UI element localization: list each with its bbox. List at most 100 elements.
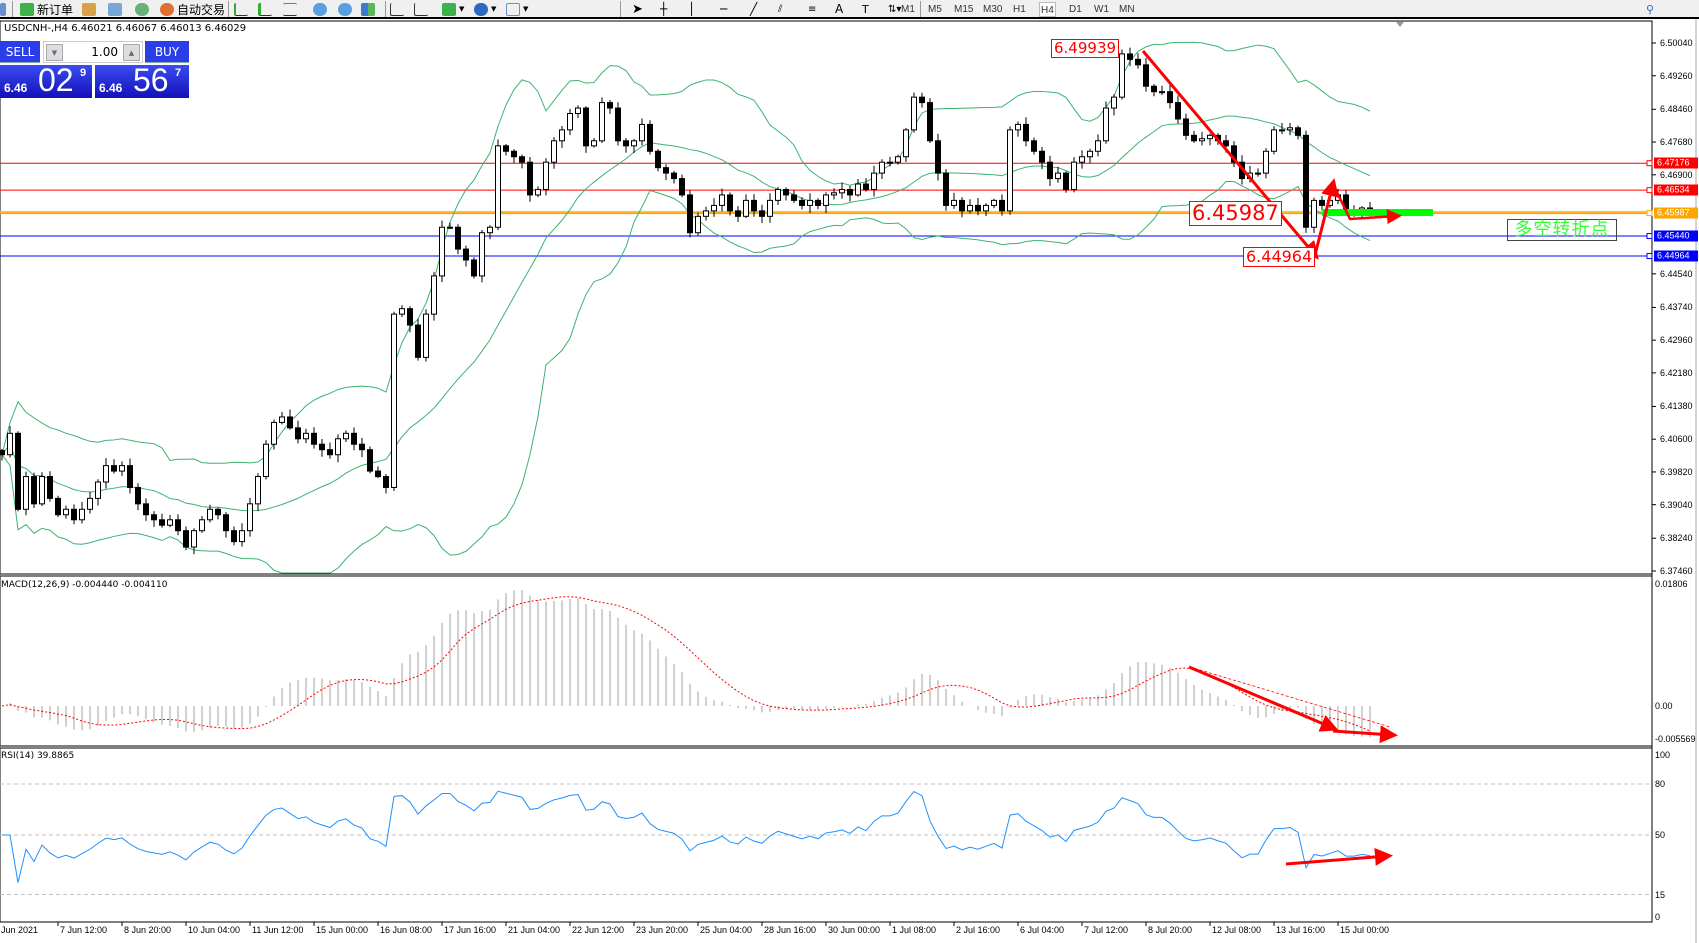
candle[interactable]: [407, 306, 413, 333]
pivot-zone-bar[interactable]: [1322, 209, 1433, 216]
candle[interactable]: [183, 526, 189, 551]
candle[interactable]: [1063, 171, 1069, 193]
candle[interactable]: [1295, 125, 1301, 140]
candle[interactable]: [119, 461, 125, 476]
periods-icon[interactable]: ▼: [474, 1, 496, 17]
candle[interactable]: [775, 186, 781, 205]
lot-decrease-button[interactable]: ▼: [46, 44, 63, 61]
candle[interactable]: [1239, 155, 1245, 185]
candle[interactable]: [855, 178, 861, 197]
arrows-icon[interactable]: ⇅▾: [888, 3, 902, 15]
candle[interactable]: [943, 169, 949, 211]
candle[interactable]: [551, 137, 557, 169]
candle[interactable]: [767, 193, 773, 223]
text-icon[interactable]: A: [835, 2, 844, 16]
candle[interactable]: [631, 138, 637, 154]
candle[interactable]: [559, 126, 565, 148]
candle[interactable]: [63, 505, 69, 519]
candle[interactable]: [1279, 122, 1285, 134]
new-order-button[interactable]: 新订单: [20, 1, 73, 17]
candle[interactable]: [1111, 94, 1117, 116]
candle[interactable]: [1335, 188, 1341, 205]
rebound-arrow[interactable]: [1313, 178, 1339, 256]
candle[interactable]: [1127, 47, 1133, 67]
macd-trendline[interactable]: [1189, 666, 1391, 728]
candle[interactable]: [975, 198, 981, 216]
timeframe-m15[interactable]: M15: [954, 4, 974, 15]
candle[interactable]: [751, 194, 757, 217]
candle[interactable]: [1015, 121, 1021, 137]
candle[interactable]: [287, 409, 293, 430]
candle[interactable]: [271, 419, 277, 450]
candle[interactable]: [87, 491, 93, 514]
auto-trade-button[interactable]: 自动交易: [160, 1, 225, 17]
candle[interactable]: [303, 428, 309, 444]
equidistant-channel-icon[interactable]: ⫽: [778, 3, 783, 15]
candle[interactable]: [663, 164, 669, 181]
candle[interactable]: [679, 174, 685, 198]
candle[interactable]: [1183, 113, 1189, 140]
candle[interactable]: [367, 446, 373, 474]
candle[interactable]: [1207, 133, 1213, 146]
candle[interactable]: [967, 199, 973, 214]
timeframe-m30[interactable]: M30: [983, 4, 1003, 15]
candle[interactable]: [255, 473, 261, 512]
candle[interactable]: [327, 442, 333, 459]
candle[interactable]: [599, 97, 605, 143]
candle[interactable]: [919, 92, 925, 108]
candle[interactable]: [799, 197, 805, 210]
candlestick-icon[interactable]: [258, 1, 272, 17]
candle[interactable]: [519, 154, 525, 169]
candle[interactable]: [999, 194, 1005, 216]
candle[interactable]: [1071, 157, 1077, 193]
candle[interactable]: [823, 192, 829, 213]
pivot-text-label[interactable]: 多空转折点: [1507, 219, 1617, 241]
text-label-icon[interactable]: T: [862, 2, 869, 16]
candle[interactable]: [15, 431, 21, 512]
candle[interactable]: [1263, 148, 1269, 179]
candle[interactable]: [71, 504, 77, 525]
rsi-up-arrow[interactable]: [1285, 847, 1393, 866]
candle[interactable]: [95, 479, 101, 506]
candle[interactable]: [567, 108, 573, 136]
candle[interactable]: [47, 471, 53, 502]
candle[interactable]: [479, 230, 485, 283]
candle[interactable]: [0, 448, 5, 461]
candle[interactable]: [839, 182, 845, 199]
candle[interactable]: [807, 193, 813, 213]
line-chart-icon[interactable]: [283, 1, 297, 17]
candle[interactable]: [415, 318, 421, 361]
tile-windows-icon[interactable]: [361, 1, 375, 17]
level-handle[interactable]: [1646, 160, 1653, 167]
candle[interactable]: [7, 426, 13, 458]
candle[interactable]: [535, 186, 541, 198]
timeframe-m1[interactable]: M1: [901, 4, 915, 15]
candle[interactable]: [1367, 202, 1373, 217]
trendline-icon[interactable]: ╱: [750, 2, 758, 16]
templates-icon[interactable]: ▼: [506, 1, 528, 17]
candle[interactable]: [1175, 95, 1181, 124]
candle[interactable]: [391, 311, 397, 491]
lot-size-input[interactable]: ▼ 1.00 ▲: [43, 41, 143, 63]
timeframe-mn[interactable]: MN: [1119, 4, 1135, 15]
candle[interactable]: [495, 139, 501, 231]
zoom-out-icon[interactable]: [338, 1, 352, 17]
candle[interactable]: [687, 190, 693, 238]
candle[interactable]: [343, 430, 349, 443]
candle[interactable]: [199, 516, 205, 533]
candle[interactable]: [591, 137, 597, 148]
candle[interactable]: [351, 427, 357, 451]
candle[interactable]: [511, 149, 517, 163]
chart-shift-marker[interactable]: [1396, 22, 1404, 27]
level-handle[interactable]: [1646, 210, 1653, 217]
candle[interactable]: [1271, 126, 1277, 155]
timeframe-h4[interactable]: H4: [1039, 2, 1056, 17]
candle[interactable]: [151, 511, 157, 527]
candle[interactable]: [847, 185, 853, 202]
sell-button[interactable]: SELL: [0, 41, 40, 63]
candle[interactable]: [575, 105, 581, 119]
zoom-in-icon[interactable]: [313, 1, 327, 17]
candle[interactable]: [1191, 130, 1197, 143]
candle[interactable]: [623, 138, 629, 153]
candle[interactable]: [279, 411, 285, 425]
